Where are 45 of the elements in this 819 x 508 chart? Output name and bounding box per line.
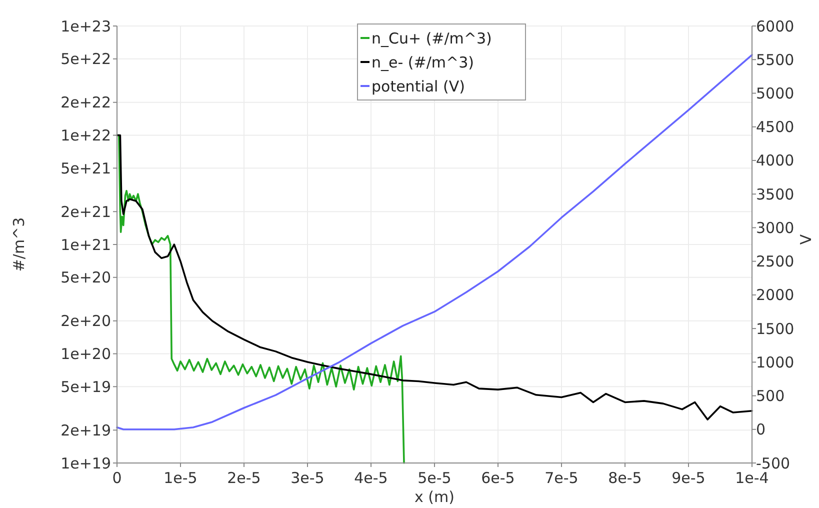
y2-tick-label: 3500 bbox=[756, 185, 794, 204]
y-tick-label: 2e+19 bbox=[60, 421, 111, 440]
y-axis-title: #/m^3 bbox=[10, 217, 28, 272]
y-tick-label: 2e+20 bbox=[60, 312, 111, 330]
y-tick-label: 1e+22 bbox=[60, 126, 111, 144]
y-tick-label: 1e+19 bbox=[60, 454, 111, 472]
line-series bbox=[116, 134, 405, 464]
y2-tick-label: 1000 bbox=[756, 353, 794, 372]
y2-tick-label: 0 bbox=[756, 420, 766, 439]
y2-tick-label: 2000 bbox=[756, 286, 794, 304]
y-tick-label: 2e+21 bbox=[60, 202, 111, 221]
y-tick-label: 5e+21 bbox=[60, 159, 111, 178]
y-tick-label: 1e+23 bbox=[60, 17, 111, 36]
y2-axis-title: V bbox=[797, 234, 815, 245]
line-series bbox=[116, 134, 753, 420]
y2-tick-label: 3000 bbox=[756, 218, 794, 237]
y2-tick-label: 5000 bbox=[756, 84, 794, 102]
line-series bbox=[116, 54, 753, 430]
y2-tick-label: 6000 bbox=[756, 17, 794, 36]
x-axis-title: x (m) bbox=[414, 488, 454, 506]
x-tick-label: 6e-5 bbox=[481, 469, 515, 487]
legend-label: n_Cu+ (#/m^3) bbox=[372, 29, 492, 48]
x-tick-label: 9e-5 bbox=[672, 469, 706, 487]
y-tick-label: 1e+21 bbox=[60, 236, 111, 254]
legend-label: n_e- (#/m^3) bbox=[372, 53, 474, 72]
y2-tick-label: 2500 bbox=[756, 252, 794, 271]
y2-tick-label: 1500 bbox=[756, 320, 794, 338]
x-tick-label: 5e-5 bbox=[418, 469, 452, 487]
x-tick-label: 1e-5 bbox=[164, 469, 198, 487]
x-tick-label: 8e-5 bbox=[608, 469, 642, 487]
y-tick-label: 2e+22 bbox=[60, 94, 111, 112]
x-tick-label: 7e-5 bbox=[544, 469, 578, 487]
y-tick-label: 5e+22 bbox=[60, 50, 111, 68]
legend-label: potential (V) bbox=[372, 77, 465, 96]
y2-tick-label: 5500 bbox=[756, 50, 794, 69]
y-tick-label: 1e+20 bbox=[60, 345, 111, 363]
x-tick-label: 3e-5 bbox=[290, 469, 324, 487]
y2-tick-label: 500 bbox=[756, 387, 785, 406]
x-tick-label: 2e-5 bbox=[227, 469, 261, 487]
y-tick-label: 5e+19 bbox=[60, 378, 111, 396]
y-tick-label: 5e+20 bbox=[60, 268, 111, 287]
x-tick-label: 0 bbox=[112, 469, 122, 487]
y2-tick-label: 4000 bbox=[756, 152, 794, 170]
y2-tick-label: 4500 bbox=[756, 118, 794, 136]
x-tick-label: 4e-5 bbox=[354, 469, 388, 487]
